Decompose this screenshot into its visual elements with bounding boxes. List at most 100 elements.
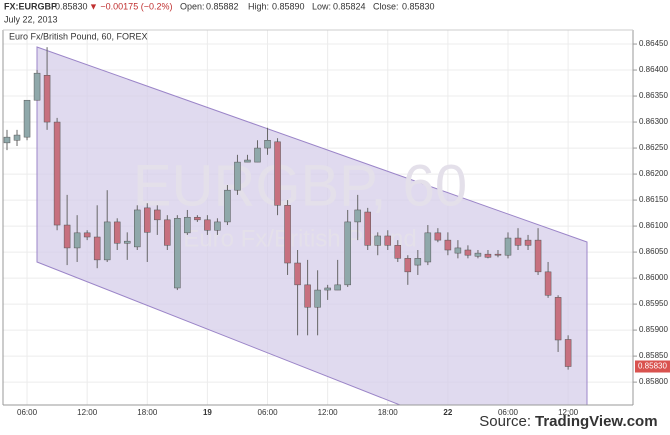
- candle-body: [484, 253, 492, 258]
- candle-body: [554, 297, 562, 341]
- candle-body: [13, 134, 21, 141]
- y-tick-label: 0.86450: [639, 39, 668, 48]
- last-price: 0.85830: [55, 1, 88, 11]
- y-tick-label: 0.86100: [639, 221, 668, 230]
- candle-body: [134, 209, 141, 248]
- candle-body: [344, 221, 351, 286]
- y-tick-label: 0.85850: [639, 351, 668, 360]
- candle-body: [33, 72, 41, 101]
- candle-body: [63, 224, 71, 249]
- candle-body: [354, 209, 361, 223]
- low-value: 0.85824: [333, 1, 366, 11]
- y-tick-label: 0.86250: [639, 143, 668, 152]
- candle-body: [113, 221, 121, 244]
- candle-body: [364, 211, 371, 246]
- candle-body: [474, 252, 482, 257]
- candle-body: [254, 147, 261, 163]
- candle-body: [144, 207, 151, 233]
- close-label: Close:: [373, 1, 399, 11]
- chart-title: Euro Fx/British Pound, 60, FOREX: [9, 31, 148, 41]
- candle-body: [374, 235, 381, 246]
- y-tick-label: 0.85950: [639, 299, 668, 308]
- candle-body: [454, 247, 462, 254]
- candle-body: [93, 236, 101, 261]
- candle-body: [164, 219, 171, 246]
- change: ▼ −0.00175 (−0.2%): [89, 1, 172, 11]
- y-tick-label: 0.86350: [639, 91, 668, 100]
- watermark: EURGBP, 60: [133, 153, 467, 218]
- last-price-label: 0.85830: [638, 362, 667, 371]
- candle-body: [464, 249, 472, 256]
- candle-body: [3, 136, 11, 144]
- candle-body: [414, 258, 422, 266]
- candle-body: [73, 232, 81, 249]
- open-value: 0.85882: [206, 1, 239, 11]
- y-tick-label: 0.86400: [639, 65, 668, 74]
- candle-body: [194, 216, 201, 221]
- candle-body: [103, 221, 111, 261]
- candle-body: [494, 253, 502, 256]
- candle-body: [174, 218, 181, 289]
- candle-body: [224, 189, 231, 223]
- candle-body: [43, 74, 51, 123]
- x-tick-label: 12:00: [558, 408, 579, 417]
- candle-body: [314, 289, 321, 308]
- candle-body: [264, 140, 271, 149]
- candle-body: [534, 239, 542, 273]
- date: July 22, 2013: [4, 14, 58, 24]
- y-tick-label: 0.86200: [639, 169, 668, 178]
- candle-body: [284, 205, 291, 264]
- candle-body: [214, 221, 221, 231]
- candle-body: [404, 258, 412, 273]
- candle-body: [184, 216, 191, 234]
- x-tick-label: 12:00: [318, 408, 339, 417]
- y-tick-label: 0.86150: [639, 195, 668, 204]
- candle-body: [514, 237, 522, 246]
- candle-body: [244, 159, 251, 163]
- y-tick-label: 0.86000: [639, 273, 668, 282]
- quote-header: FX:EURGBP 0.85830 ▼ −0.00175 (−0.2%) Ope…: [4, 1, 435, 24]
- candles: [3, 47, 572, 370]
- x-tick-label: 12:00: [77, 408, 98, 417]
- open-label: Open:: [180, 1, 205, 11]
- x-tick-label: 06:00: [498, 408, 519, 417]
- low-label: Low:: [312, 1, 331, 11]
- candle-body: [384, 235, 392, 246]
- candle-body: [324, 287, 331, 291]
- candle-body: [304, 284, 311, 308]
- candle-body: [394, 245, 402, 259]
- candle-body: [424, 232, 432, 263]
- y-tick-label: 0.86050: [639, 247, 668, 256]
- high-value: 0.85890: [272, 1, 305, 11]
- candle-body: [83, 232, 91, 238]
- candle-body: [444, 239, 452, 251]
- candle-body: [434, 232, 442, 241]
- x-tick-label: 06:00: [17, 408, 38, 417]
- candle-body: [334, 284, 341, 291]
- source-label: Source:: [479, 413, 531, 430]
- source: TradingView.com: [535, 413, 658, 430]
- candle-body: [274, 141, 281, 206]
- close-value: 0.85830: [402, 1, 435, 11]
- candle-body: [524, 239, 532, 246]
- candle-body: [53, 121, 61, 226]
- candle-body: [504, 237, 512, 256]
- candle-body: [204, 219, 211, 231]
- last-price-tag: [635, 360, 670, 373]
- candle-body: [564, 339, 572, 367]
- candle-body: [23, 99, 31, 138]
- y-tick-label: 0.85900: [639, 325, 668, 334]
- symbol: FX:EURGBP: [4, 1, 57, 11]
- y-tick-label: 0.86300: [639, 117, 668, 126]
- x-tick-label: 06:00: [258, 408, 279, 417]
- candle-body: [294, 262, 301, 286]
- x-tick-label: 19: [203, 408, 212, 417]
- x-tick-label: 22: [443, 408, 452, 417]
- candle-body: [154, 209, 161, 221]
- x-tick-label: 18:00: [137, 408, 158, 417]
- x-tick-label: 18:00: [378, 408, 399, 417]
- y-tick-label: 0.85800: [639, 377, 668, 386]
- candle-body: [234, 161, 241, 191]
- candle-body: [544, 271, 552, 296]
